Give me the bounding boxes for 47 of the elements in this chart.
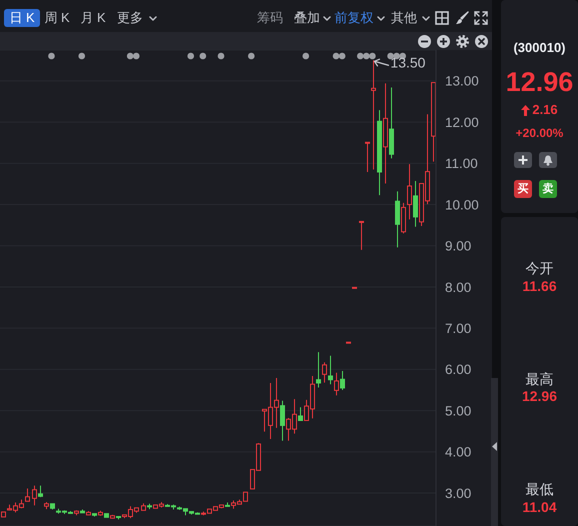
text: +20.00% [516,126,564,140]
text: 月 K [80,9,106,27]
y-tick-label: 11.00 [445,156,478,172]
candlestick [280,400,285,442]
y-tick-label: 8.00 [445,280,472,295]
buy-button: 买 [514,180,532,198]
candlestick [298,406,303,421]
text: (300010) [513,40,566,56]
candlestick [413,180,418,228]
y-tick-label: 10.00 [445,197,479,212]
text: 周 K [44,9,70,27]
candlestick [395,190,400,248]
candlestick [334,372,339,396]
text: 最高 [526,370,554,387]
text: 最低 [526,480,554,497]
y-tick-label: 7.00 [445,320,472,336]
y-tick-label: 6.00 [445,362,472,378]
text: 日 K [4,9,40,27]
y-tick-label: 12.00 [445,114,479,130]
text: 12.96 [506,66,574,97]
candlestick [371,60,376,170]
candlestick [359,220,364,250]
text: 12.96 [522,388,558,404]
y-tick-label: 5.00 [445,403,472,418]
candlestick [365,142,370,172]
candlestick [322,362,327,384]
candlestick [316,352,321,388]
annotation: 13.50 [390,54,426,70]
text: 更多 [117,9,143,27]
text: 筹码 [257,9,283,27]
text: 前复权 [334,9,374,27]
y-tick-label: 13.00 [445,74,479,89]
candlestick [25,488,30,502]
y-tick-label: 3.00 [445,486,472,501]
candlestick [32,485,37,506]
sell-button: 卖 [539,180,557,198]
text: 11.66 [522,278,557,294]
text: 11.04 [522,498,557,515]
y-tick-label: 9.00 [445,238,472,254]
candlestick [340,370,345,390]
text: 其他 [391,9,417,27]
text: 2.16 [532,102,558,117]
candlestick [407,164,412,220]
text: 今开 [526,260,554,276]
text: 叠加 [294,9,320,27]
y-tick-label: 4.00 [445,444,472,460]
candlestick [328,355,333,385]
